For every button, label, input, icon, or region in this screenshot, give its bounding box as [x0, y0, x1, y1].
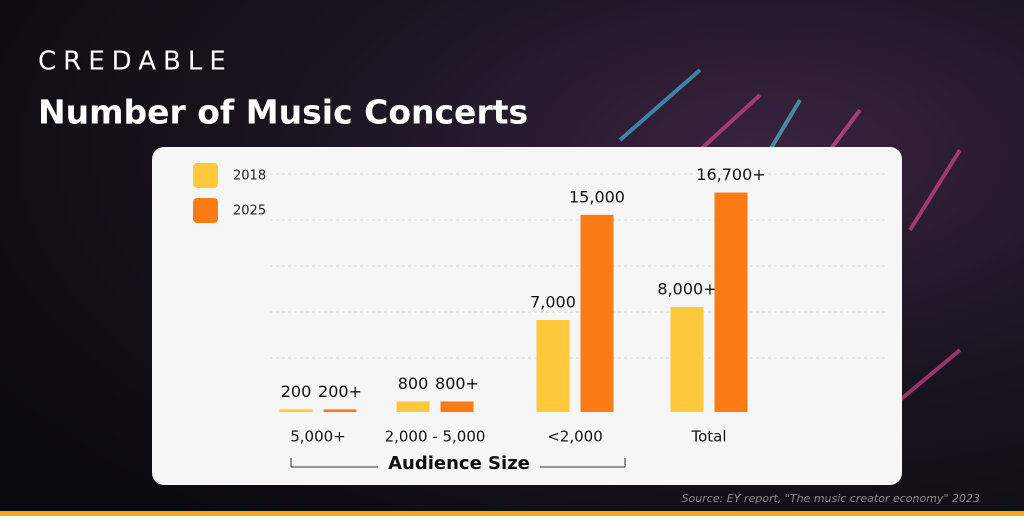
- x-tick-label: Total: [690, 428, 726, 446]
- bar: [396, 401, 430, 412]
- value-label: 7,000: [530, 293, 576, 312]
- legend-label: 2025: [233, 204, 266, 219]
- bar: [714, 192, 748, 412]
- value-label: 200+: [318, 382, 362, 401]
- value-label: 200: [281, 382, 312, 401]
- legend-swatch: [193, 163, 218, 188]
- guides: [270, 173, 885, 359]
- x-tick-label: 5,000+: [290, 428, 346, 446]
- bottom-stripe: [0, 511, 1024, 516]
- value-label: 15,000: [569, 187, 625, 206]
- legend-swatch: [193, 198, 218, 223]
- x-tick-label: 2,000 - 5,000: [385, 428, 486, 446]
- brand-logo: CREDABLE: [38, 47, 233, 77]
- value-label: 16,700+: [696, 165, 765, 184]
- x-tick-label: <2,000: [547, 428, 603, 446]
- chart-title: Number of Music Concerts: [38, 93, 528, 132]
- bar: [323, 409, 357, 412]
- value-label: 800+: [435, 374, 479, 393]
- value-label: 8,000+: [657, 279, 716, 298]
- source-note: Source: EY report, "The music creator ec…: [682, 492, 980, 505]
- x-axis-label: Audience Size: [388, 453, 530, 474]
- bar: [440, 401, 474, 412]
- bar: [536, 320, 570, 412]
- bar: [279, 409, 313, 412]
- bar: [670, 306, 704, 412]
- legend-label: 2018: [233, 169, 266, 184]
- value-label: 800: [398, 374, 429, 393]
- chart-card: [152, 147, 902, 485]
- stage-lights: [618, 68, 962, 402]
- bar: [580, 214, 614, 412]
